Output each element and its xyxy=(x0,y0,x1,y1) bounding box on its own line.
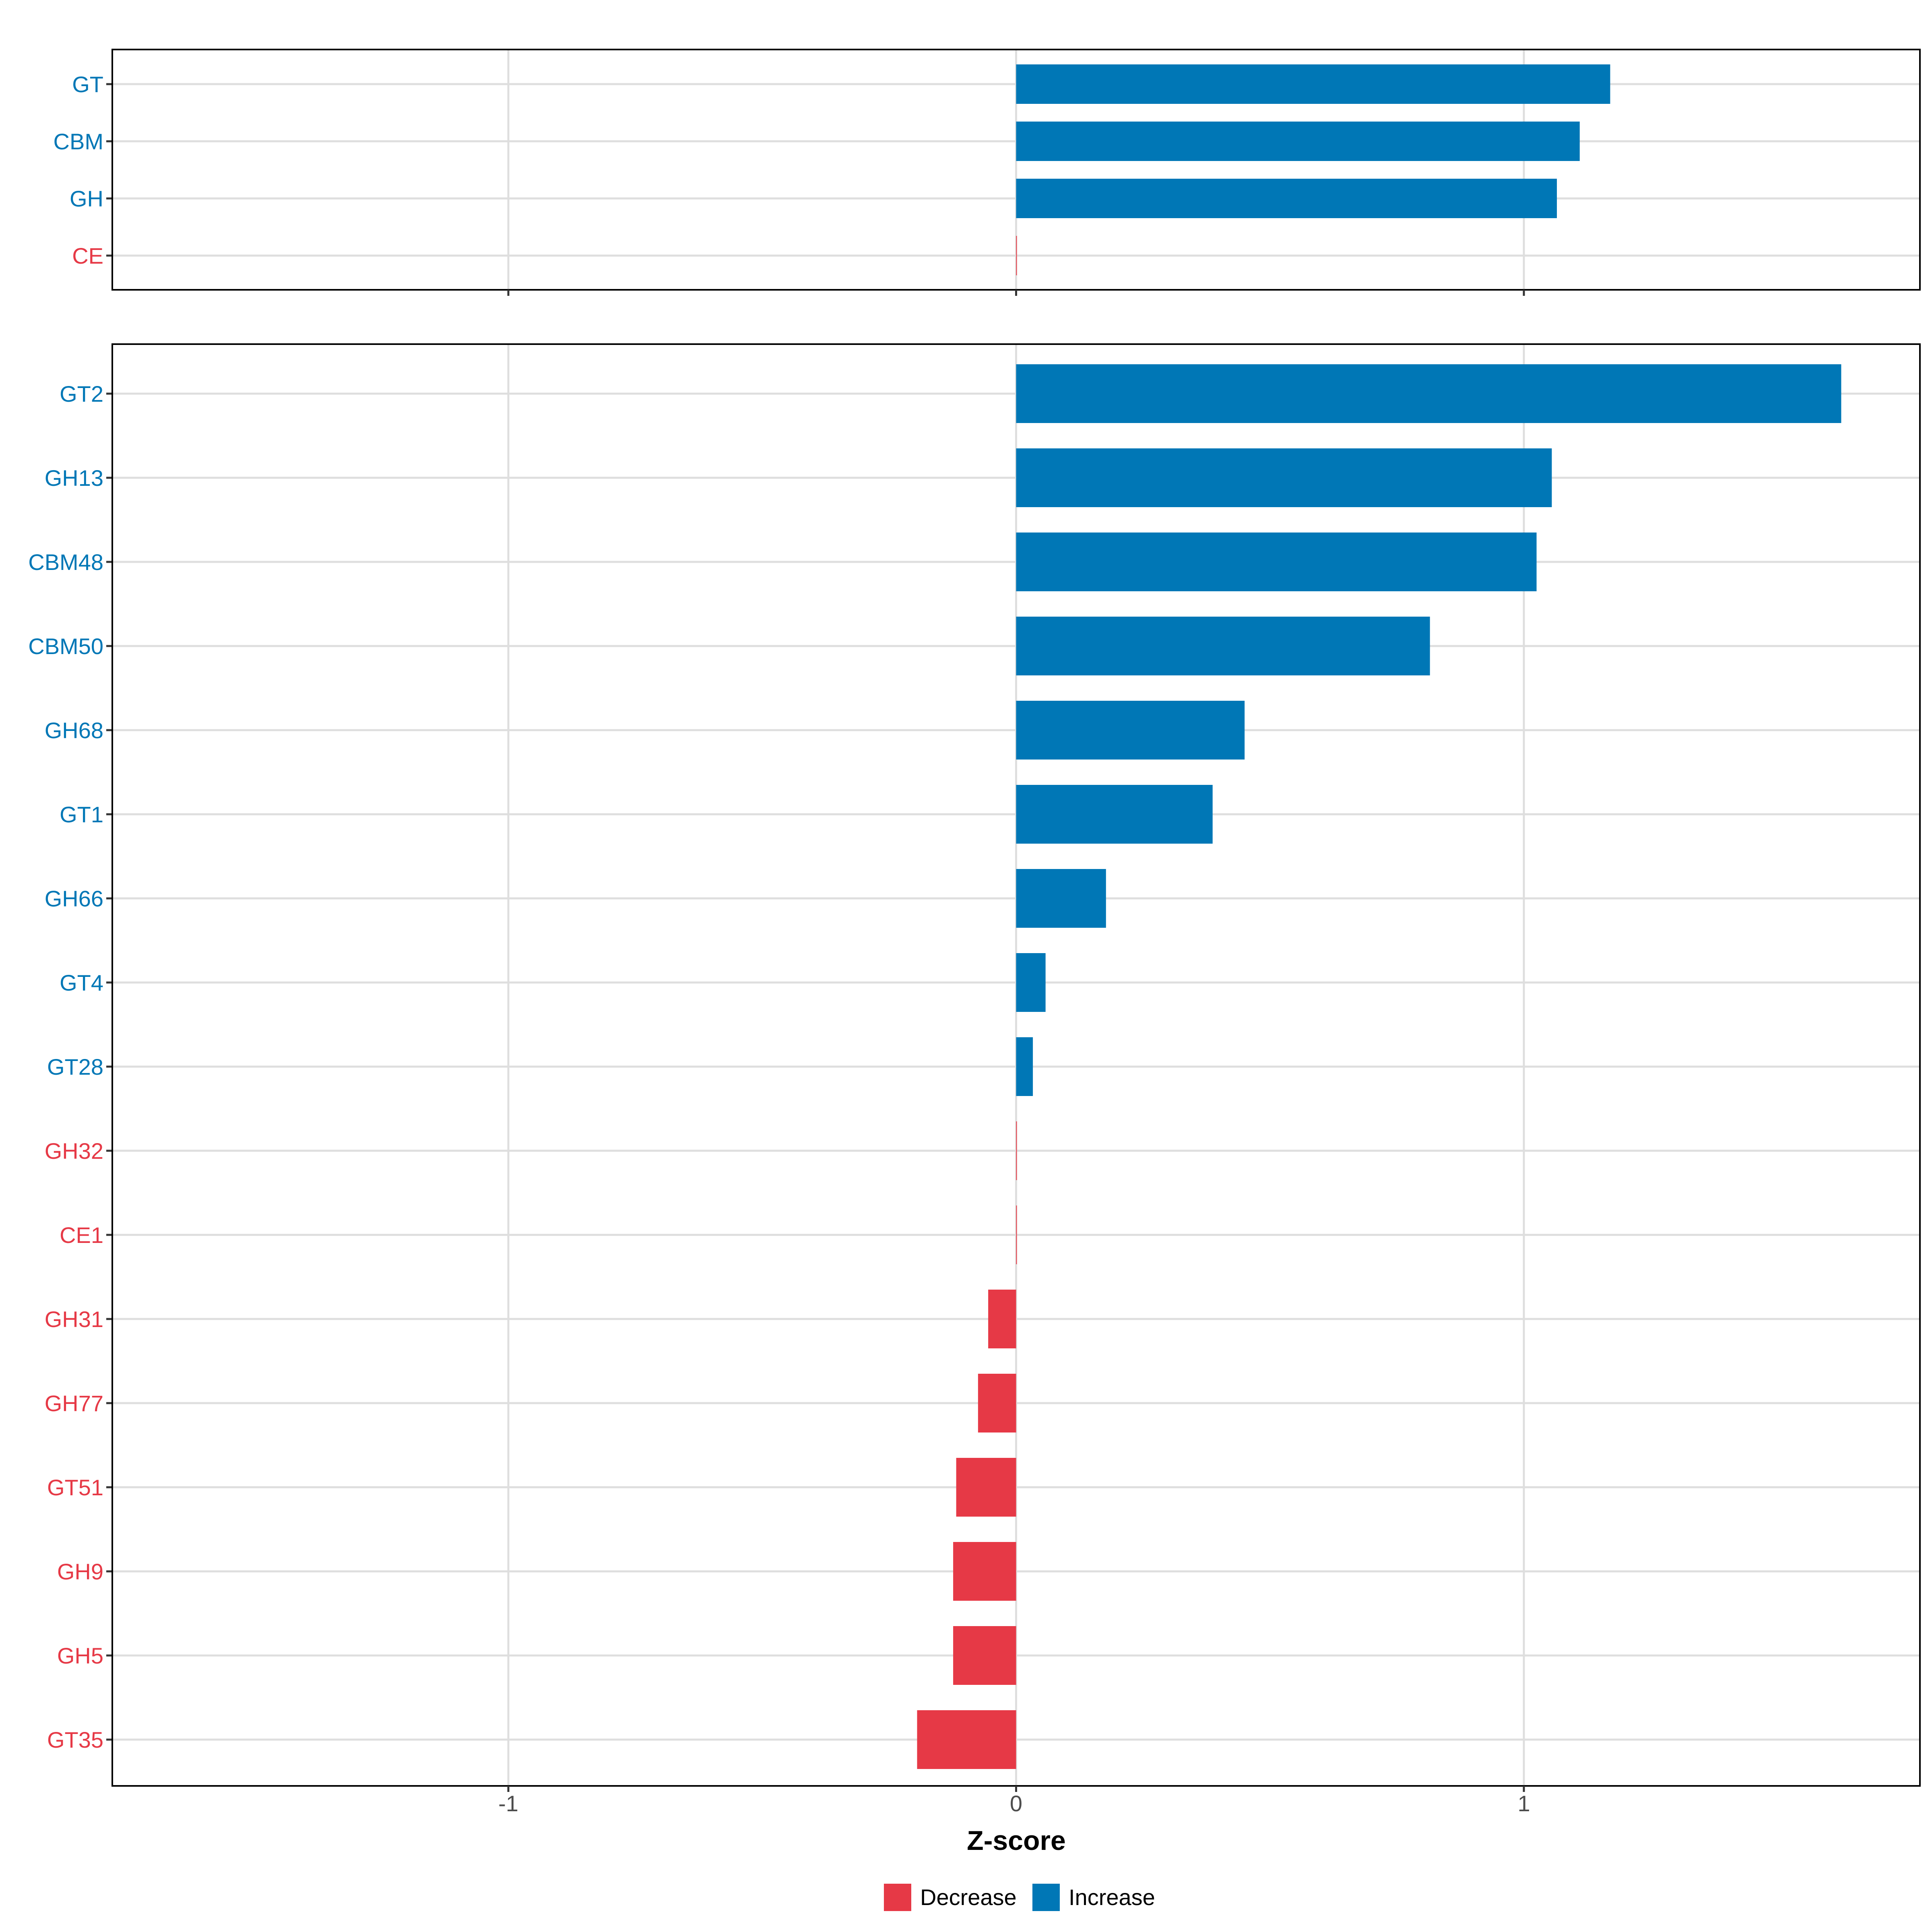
x-tick-label: 0 xyxy=(1010,1791,1022,1816)
bar-gh77 xyxy=(978,1374,1016,1432)
legend: Decrease Increase xyxy=(884,1884,1155,1911)
bar-gh66 xyxy=(1016,869,1106,928)
legend-key-increase xyxy=(1032,1884,1060,1911)
bar-gt2 xyxy=(1016,364,1841,423)
y-tick-label-gh66: GH66 xyxy=(45,886,103,911)
y-tick-label-ce: CE xyxy=(72,243,103,268)
y-tick-label-gt: GT xyxy=(72,72,103,97)
bar-gt28 xyxy=(1016,1037,1033,1096)
bar-cbm50 xyxy=(1016,617,1430,675)
y-tick-label-gt2: GT2 xyxy=(60,381,103,407)
bar-ce xyxy=(1016,236,1017,275)
y-tick-label-gh9: GH9 xyxy=(57,1559,103,1584)
x-tick-label: 1 xyxy=(1517,1791,1530,1816)
bar-gh5 xyxy=(953,1626,1016,1685)
y-tick-label-cbm: CBM xyxy=(54,129,103,154)
y-tick-label-gt35: GT35 xyxy=(47,1727,103,1752)
y-tick-label-gh31: GH31 xyxy=(45,1307,103,1332)
top-panel: GT CBM GH CE xyxy=(54,49,1921,296)
bar-gt xyxy=(1016,64,1610,104)
y-tick-label-gh13: GH13 xyxy=(45,465,103,491)
bar-ce1 xyxy=(1016,1205,1017,1264)
y-tick-label-gt4: GT4 xyxy=(60,970,103,995)
y-tick-label-gh68: GH68 xyxy=(45,718,103,743)
y-tick-label-gh77: GH77 xyxy=(45,1391,103,1416)
bar-gt35 xyxy=(917,1710,1016,1769)
bar-gt51 xyxy=(956,1458,1016,1517)
bar-gh32 xyxy=(1016,1121,1017,1180)
bar-gh13 xyxy=(1016,448,1552,507)
y-tick-label-gh: GH xyxy=(70,186,103,211)
legend-label-decrease: Decrease xyxy=(920,1885,1017,1910)
bottom-panel: GT2 GH13 CBM48 CBM50 GH68 GT1 GH66 GT4 GT28 GH32 C… xyxy=(28,343,1921,1792)
bar-gh xyxy=(1016,179,1557,218)
y-tick-label-ce1: CE1 xyxy=(60,1222,103,1248)
bar-cbm48 xyxy=(1016,533,1537,591)
y-tick-label-cbm50: CBM50 xyxy=(28,634,103,659)
y-tick-label-cbm48: CBM48 xyxy=(28,549,103,575)
y-tick-label-gt51: GT51 xyxy=(47,1475,103,1500)
legend-label-increase: Increase xyxy=(1069,1885,1155,1910)
x-axis-label: Z-score xyxy=(967,1825,1066,1856)
y-tick-label-gh32: GH32 xyxy=(45,1138,103,1164)
x-tick-label: -1 xyxy=(498,1791,518,1816)
y-tick-label-gh5: GH5 xyxy=(57,1643,103,1668)
bar-gt1 xyxy=(1016,785,1213,844)
bar-gh31 xyxy=(988,1290,1016,1348)
bar-gt4 xyxy=(1016,953,1046,1012)
y-tick-label-gt28: GT28 xyxy=(47,1054,103,1080)
legend-key-decrease xyxy=(884,1884,911,1911)
bar-gh9 xyxy=(953,1542,1016,1601)
y-tick-label-gt1: GT1 xyxy=(60,802,103,827)
bar-cbm xyxy=(1016,122,1580,161)
x-axis: -1 0 1 xyxy=(498,1791,1530,1816)
bar-gh68 xyxy=(1016,701,1245,760)
